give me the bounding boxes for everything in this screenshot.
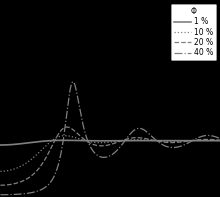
10 % <box>214 139 217 142</box>
1 % <box>214 139 217 142</box>
20 % <box>83 138 86 141</box>
40 % <box>93 151 95 154</box>
40 % <box>37 190 40 192</box>
1 % <box>0 144 2 146</box>
20 % <box>93 144 95 146</box>
1 % <box>219 139 220 142</box>
10 % <box>83 139 86 142</box>
1 % <box>62 139 65 141</box>
Line: 1 %: 1 % <box>0 140 220 145</box>
20 % <box>0 184 2 186</box>
40 % <box>214 136 217 138</box>
40 % <box>219 137 220 140</box>
1 % <box>93 140 95 142</box>
40 % <box>72 81 74 83</box>
1 % <box>24 142 27 144</box>
1 % <box>37 140 40 143</box>
10 % <box>191 139 193 142</box>
20 % <box>214 139 217 141</box>
10 % <box>219 139 220 142</box>
20 % <box>24 178 27 181</box>
10 % <box>24 162 27 165</box>
Line: 10 %: 10 % <box>0 136 220 171</box>
20 % <box>37 168 40 170</box>
10 % <box>37 152 40 154</box>
1 % <box>191 139 193 142</box>
20 % <box>66 126 68 128</box>
40 % <box>0 194 2 196</box>
40 % <box>24 192 27 195</box>
1 % <box>83 139 86 142</box>
Line: 20 %: 20 % <box>0 127 220 185</box>
10 % <box>64 135 66 137</box>
40 % <box>191 140 193 142</box>
40 % <box>83 130 86 133</box>
10 % <box>0 170 2 173</box>
20 % <box>219 139 220 141</box>
Legend: 1 %, 10 %, 20 %, 40 %: 1 %, 10 %, 20 %, 40 % <box>171 4 216 60</box>
Line: 40 %: 40 % <box>0 82 220 195</box>
10 % <box>93 141 95 144</box>
20 % <box>191 139 193 142</box>
